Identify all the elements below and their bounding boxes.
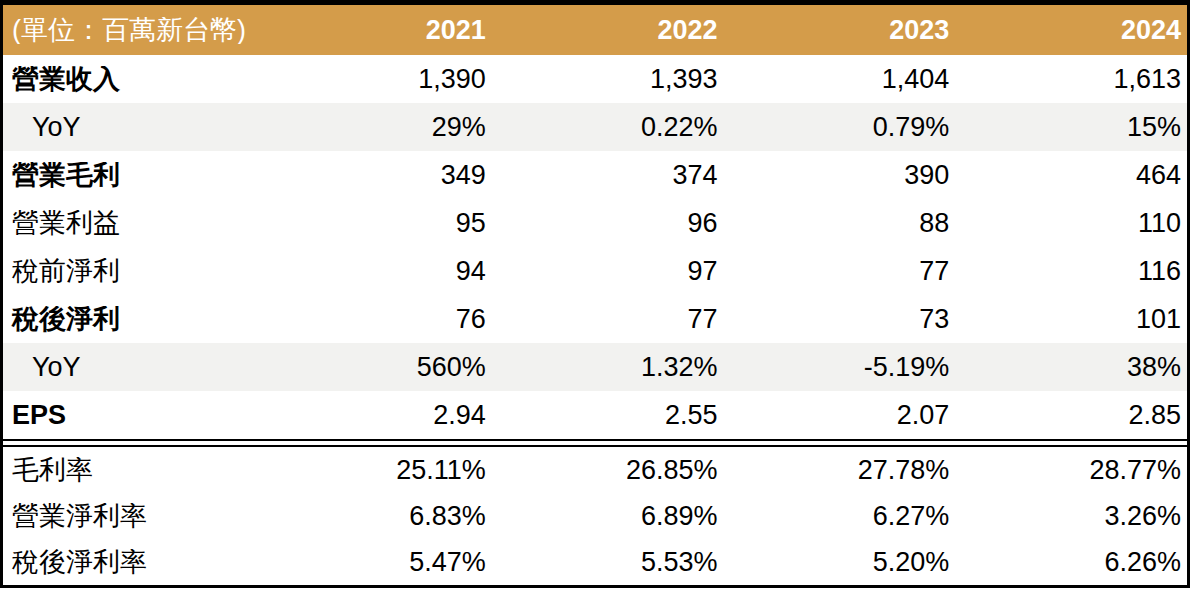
cell-value: 2.94 [260, 402, 492, 429]
cell-value: 116 [955, 258, 1187, 285]
row-label: 稅後淨利 [3, 306, 260, 333]
table-row: YoY560%1.32%-5.19%38% [3, 343, 1187, 391]
row-label: 營業利益 [3, 210, 260, 237]
cell-value: 95 [260, 210, 492, 237]
table-row: 稅後淨利率5.47%5.53%5.20%6.26% [3, 539, 1187, 585]
table-row: 營業毛利349374390464 [3, 151, 1187, 199]
year-column-header: 2021 [260, 17, 492, 44]
table-header-row: (單位：百萬新台幣) 2021202220232024 [3, 5, 1187, 55]
cell-value: 2.85 [955, 402, 1187, 429]
cell-value: 38% [955, 354, 1187, 381]
margin-ratios-section: 毛利率25.11%26.85%27.78%28.77%營業淨利率6.83%6.8… [3, 447, 1187, 585]
cell-value: 2.07 [724, 402, 956, 429]
cell-value: 88 [724, 210, 956, 237]
cell-value: 1,393 [492, 66, 724, 93]
cell-value: 76 [260, 306, 492, 333]
row-label: YoY [3, 354, 260, 381]
row-label: 營業毛利 [3, 162, 260, 189]
year-column-header: 2022 [492, 17, 724, 44]
row-label: 稅前淨利 [3, 258, 260, 285]
cell-value: 6.83% [260, 503, 492, 530]
cell-value: 1.32% [492, 354, 724, 381]
cell-value: 5.53% [492, 549, 724, 576]
cell-value: 73 [724, 306, 956, 333]
cell-value: 15% [955, 114, 1187, 141]
cell-value: -5.19% [724, 354, 956, 381]
year-column-header: 2024 [955, 17, 1187, 44]
cell-value: 0.22% [492, 114, 724, 141]
income-statement-section: 營業收入1,3901,3931,4041,613YoY29%0.22%0.79%… [3, 55, 1187, 439]
cell-value: 6.89% [492, 503, 724, 530]
table-row: EPS2.942.552.072.85 [3, 391, 1187, 439]
cell-value: 6.26% [955, 549, 1187, 576]
cell-value: 464 [955, 162, 1187, 189]
table-row: 毛利率25.11%26.85%27.78%28.77% [3, 447, 1187, 493]
cell-value: 5.47% [260, 549, 492, 576]
cell-value: 0.79% [724, 114, 956, 141]
row-label: 營業收入 [3, 66, 260, 93]
cell-value: 29% [260, 114, 492, 141]
cell-value: 3.26% [955, 503, 1187, 530]
cell-value: 390 [724, 162, 956, 189]
row-label: 稅後淨利率 [3, 549, 260, 576]
cell-value: 27.78% [724, 457, 956, 484]
table-row: 營業收入1,3901,3931,4041,613 [3, 55, 1187, 103]
financial-summary-table: (單位：百萬新台幣) 2021202220232024 營業收入1,3901,3… [0, 0, 1190, 588]
cell-value: 6.27% [724, 503, 956, 530]
cell-value: 77 [492, 306, 724, 333]
table-row: 稅前淨利949777116 [3, 247, 1187, 295]
cell-value: 2.55 [492, 402, 724, 429]
cell-value: 560% [260, 354, 492, 381]
cell-value: 101 [955, 306, 1187, 333]
cell-value: 96 [492, 210, 724, 237]
unit-label: (單位：百萬新台幣) [3, 17, 260, 44]
table-row: 營業利益959688110 [3, 199, 1187, 247]
row-label: EPS [3, 402, 260, 429]
cell-value: 110 [955, 210, 1187, 237]
row-label: 毛利率 [3, 457, 260, 484]
cell-value: 26.85% [492, 457, 724, 484]
cell-value: 1,390 [260, 66, 492, 93]
cell-value: 77 [724, 258, 956, 285]
cell-value: 25.11% [260, 457, 492, 484]
row-label: 營業淨利率 [3, 503, 260, 530]
cell-value: 97 [492, 258, 724, 285]
cell-value: 94 [260, 258, 492, 285]
cell-value: 28.77% [955, 457, 1187, 484]
cell-value: 374 [492, 162, 724, 189]
table-row: YoY29%0.22%0.79%15% [3, 103, 1187, 151]
table-row: 稅後淨利767773101 [3, 295, 1187, 343]
cell-value: 1,404 [724, 66, 956, 93]
cell-value: 349 [260, 162, 492, 189]
year-column-header: 2023 [724, 17, 956, 44]
section-divider [3, 439, 1187, 447]
cell-value: 5.20% [724, 549, 956, 576]
table-row: 營業淨利率6.83%6.89%6.27%3.26% [3, 493, 1187, 539]
cell-value: 1,613 [955, 66, 1187, 93]
row-label: YoY [3, 114, 260, 141]
